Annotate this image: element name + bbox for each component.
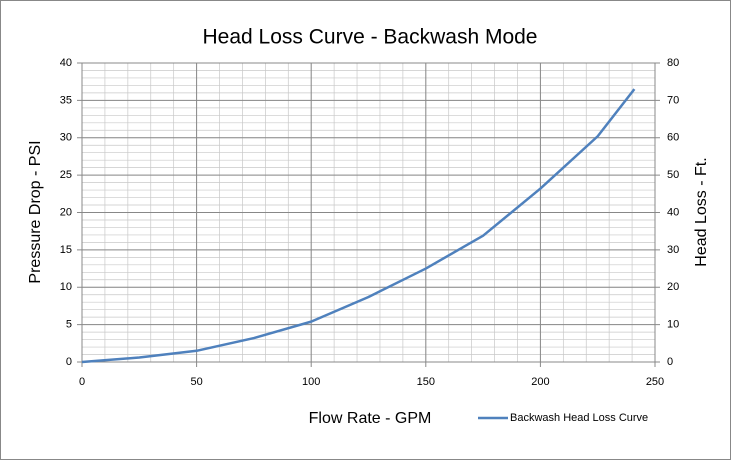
y-tick-label: 10 <box>60 281 72 293</box>
x-tick-label: 0 <box>79 376 85 388</box>
y-tick-label: 20 <box>60 206 72 218</box>
y2-tick-label: 10 <box>667 319 679 331</box>
x-tick-label: 200 <box>531 376 549 388</box>
y2-tick-label: 20 <box>667 281 679 293</box>
y2-tick-label: 30 <box>667 244 679 256</box>
x-tick-label: 100 <box>302 376 320 388</box>
y2-tick-label: 0 <box>667 356 673 368</box>
y2-tick-label: 60 <box>667 132 679 144</box>
series-line <box>81 88 636 364</box>
y-tick-label: 0 <box>66 356 72 368</box>
y-tick-label: 5 <box>66 319 72 331</box>
y2-tick-label: 70 <box>667 94 679 106</box>
y2-tick-label: 80 <box>667 57 679 69</box>
y2-tick-label: 50 <box>667 169 679 181</box>
y-tick-label: 30 <box>60 132 72 144</box>
x-tick-label: 250 <box>646 376 664 388</box>
y-tick-label: 25 <box>60 169 72 181</box>
y-tick-label: 15 <box>60 244 72 256</box>
plot-border <box>81 62 656 363</box>
legend-label: Backwash Head Loss Curve <box>510 412 648 424</box>
y-tick-label: 40 <box>60 57 72 69</box>
y-tick-label: 35 <box>60 94 72 106</box>
x-axis-label: Flow Rate - GPM <box>309 410 432 427</box>
x-tick-label: 150 <box>417 376 435 388</box>
y2-tick-label: 40 <box>667 206 679 218</box>
y-axis-label: Pressure Drop - PSI <box>27 140 44 283</box>
chart-title: Head Loss Curve - Backwash Mode <box>203 26 538 49</box>
x-tick-label: 50 <box>190 376 202 388</box>
y2-axis-label: Head Loss - Ft. <box>693 157 710 266</box>
